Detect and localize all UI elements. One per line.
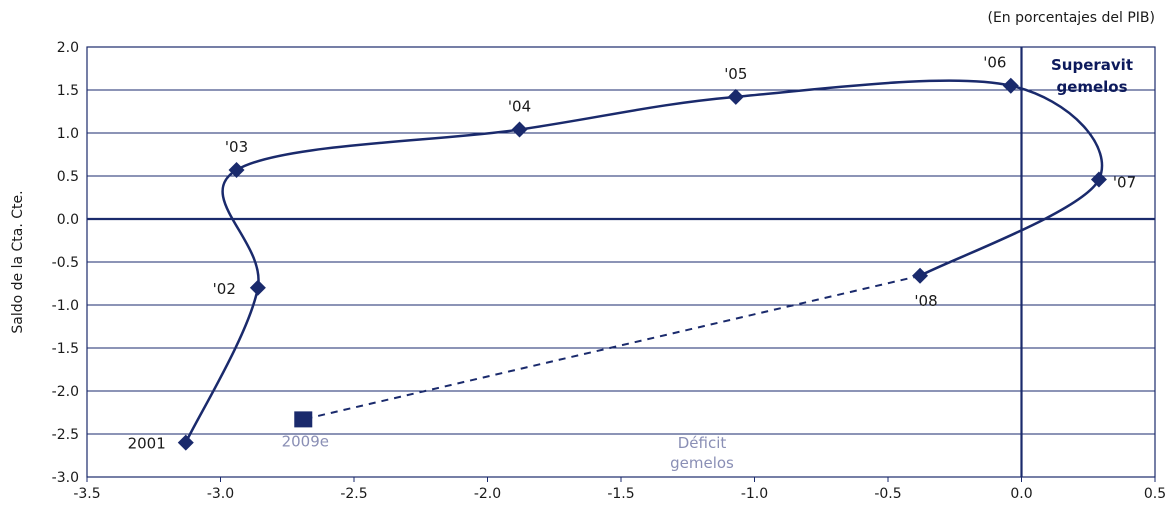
data-point — [249, 279, 266, 296]
x-tick-label: 0.0 — [1010, 486, 1032, 502]
data-point — [912, 267, 929, 284]
point-labels: 2001 '02 '03 '04 '05 '06 '07 '08 2009e — [128, 54, 1137, 453]
surplus-annotation: Superavit — [1051, 56, 1133, 74]
x-tick-label: -1.0 — [741, 486, 768, 502]
x-tick-label: -0.5 — [874, 486, 901, 502]
projection-line — [303, 274, 921, 421]
surplus-annotation: gemelos — [1056, 78, 1127, 96]
y-tick-label: 1.5 — [57, 83, 79, 99]
annotations: Superavit gemelos Déficit gemelos — [670, 56, 1133, 472]
series-line — [184, 79, 1104, 444]
point-label: '07 — [1113, 173, 1136, 191]
estimate-marker — [294, 411, 313, 428]
y-tick-label: 1.0 — [57, 126, 79, 142]
x-tick-label: -3.0 — [207, 486, 234, 502]
y-tick-label: 0.0 — [57, 212, 79, 228]
data-point — [727, 88, 744, 105]
data-point — [1090, 171, 1107, 188]
x-tick-label: -2.0 — [474, 486, 501, 502]
series — [177, 77, 1107, 451]
data-point — [1002, 77, 1019, 94]
y-tick-label: -1.5 — [52, 341, 79, 357]
x-tick-label: -2.5 — [340, 486, 367, 502]
deficit-annotation: Déficit — [678, 434, 727, 452]
plot-frame — [86, 46, 1156, 478]
point-label: '03 — [225, 138, 248, 156]
point-label: '02 — [213, 280, 236, 298]
y-tick-label: -1.0 — [52, 298, 79, 314]
data-point — [511, 121, 528, 138]
point-label: '04 — [508, 98, 531, 116]
x-tick-label: -1.5 — [607, 486, 634, 502]
estimate-label: 2009e — [282, 432, 329, 450]
y-axis-label: Saldo de la Cta. Cte. — [10, 190, 26, 333]
y-tick-label: -2.5 — [52, 427, 79, 443]
y-tick-label: 0.5 — [57, 169, 79, 185]
y-tick-label: -0.5 — [52, 255, 79, 271]
deficit-annotation: gemelos — [670, 454, 734, 472]
x-tick-label: 0.5 — [1144, 486, 1166, 502]
data-point — [228, 161, 245, 178]
point-label: '05 — [724, 65, 747, 83]
x-tick-label: -3.5 — [73, 486, 100, 502]
point-label: '06 — [983, 54, 1006, 72]
y-tick-label: -2.0 — [52, 384, 79, 400]
y-tick-label: 2.0 — [57, 40, 79, 56]
y-tick-label: -3.0 — [52, 470, 79, 486]
axes: 2.01.51.00.50.0-0.5-1.0-1.5-2.0-2.5-3.0-… — [52, 40, 1166, 502]
unit-note: (En porcentajes del PIB) — [987, 10, 1155, 26]
point-label: 2001 — [128, 435, 166, 453]
data-point — [177, 434, 194, 451]
point-label: '08 — [914, 292, 937, 310]
